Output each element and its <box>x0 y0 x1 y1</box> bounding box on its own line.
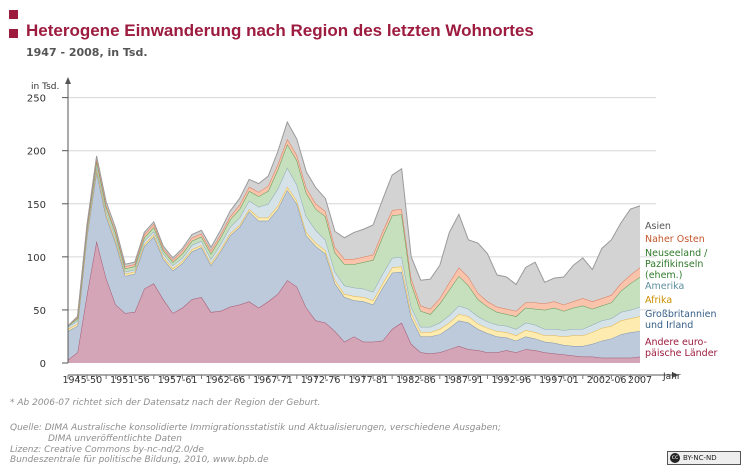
x-tick-label: 1945-50 <box>62 375 102 386</box>
footnote: * Ab 2006-07 richtet sich der Datensatz … <box>10 398 321 408</box>
y-tick-label: 0 <box>40 359 46 370</box>
series-area <box>68 171 640 360</box>
x-tick-label: 1957-61 <box>158 375 198 386</box>
area-layer <box>67 120 641 363</box>
series-area <box>68 240 640 363</box>
legend-label: Asien <box>645 221 671 232</box>
cc-license-badge[interactable]: cc BY-NC-ND <box>667 451 741 465</box>
y-axis-arrow <box>65 77 71 84</box>
legend-label: Neuseeland / Pazifikinseln (ehem.) <box>645 248 708 281</box>
x-tick-label: 2007 <box>628 375 652 386</box>
legend-label: Afrika <box>645 295 672 306</box>
y-tick-label: 150 <box>27 200 46 211</box>
x-tick-label: 1972-76 <box>301 375 341 386</box>
x-tick-label: 1987-91 <box>444 375 484 386</box>
chart-title: Heterogene Einwanderung nach Region des … <box>26 21 534 40</box>
y-tick-label: 250 <box>27 94 46 105</box>
legend-label: Naher Osten <box>645 234 705 245</box>
y-axis-label: in Tsd. <box>31 82 59 92</box>
series-line <box>67 166 641 331</box>
x-tick-label: 2002-06 <box>587 375 627 386</box>
legend-label: Großbritannien und Irland <box>645 309 717 331</box>
x-tick-label: 1997-01 <box>539 375 579 386</box>
y-tick-label: 100 <box>27 253 46 264</box>
axes: 0 50 100 150 200 250 in Tsd. Jahr 1945-50 1951-56… <box>27 77 681 386</box>
x-tick-label: 1951-56 <box>110 375 150 386</box>
cc-badge-label: BY-NC-ND <box>683 454 717 462</box>
title-marker-top <box>9 10 18 19</box>
x-axis-arrow <box>672 372 679 378</box>
source-line-1: Quelle: DIMA Australische konsolidierte … <box>10 423 501 433</box>
y-tick-label: 50 <box>33 306 46 317</box>
y-tick-label: 200 <box>27 147 46 158</box>
x-tick-label: 1982-86 <box>396 375 436 386</box>
chart-subtitle: 1947 - 2008, in Tsd. <box>26 46 148 59</box>
series-line <box>67 240 641 361</box>
title-marker <box>9 29 18 38</box>
legend-label: Amerika <box>645 281 684 292</box>
legend-label: Andere euro-päische Länder <box>645 337 718 359</box>
x-axis-label: Jahr <box>662 372 681 382</box>
source-line-2: DIMA unveröffentlichte Daten <box>48 434 182 444</box>
cc-icon: cc <box>670 453 680 463</box>
series-area <box>68 144 640 331</box>
stacked-area-chart: 0 50 100 150 200 250 in Tsd. Jahr 1945-50 1951-56… <box>27 77 718 386</box>
license-line-2: Bundeszentrale für politische Bildung, 2… <box>10 455 269 465</box>
x-tick-label: 1977-81 <box>348 375 388 386</box>
series-line <box>67 120 641 327</box>
legend: Andere euro-päische Länder Großbritannien… <box>645 221 718 359</box>
series-line <box>67 143 641 327</box>
x-tick-label: 1992-96 <box>491 375 531 386</box>
license-line-1: Lizenz: Creative Commons by-nc-nd/2.0/de <box>10 445 204 455</box>
x-tick-label: 1967-71 <box>253 375 293 386</box>
x-tick-label: 1962-66 <box>205 375 245 386</box>
